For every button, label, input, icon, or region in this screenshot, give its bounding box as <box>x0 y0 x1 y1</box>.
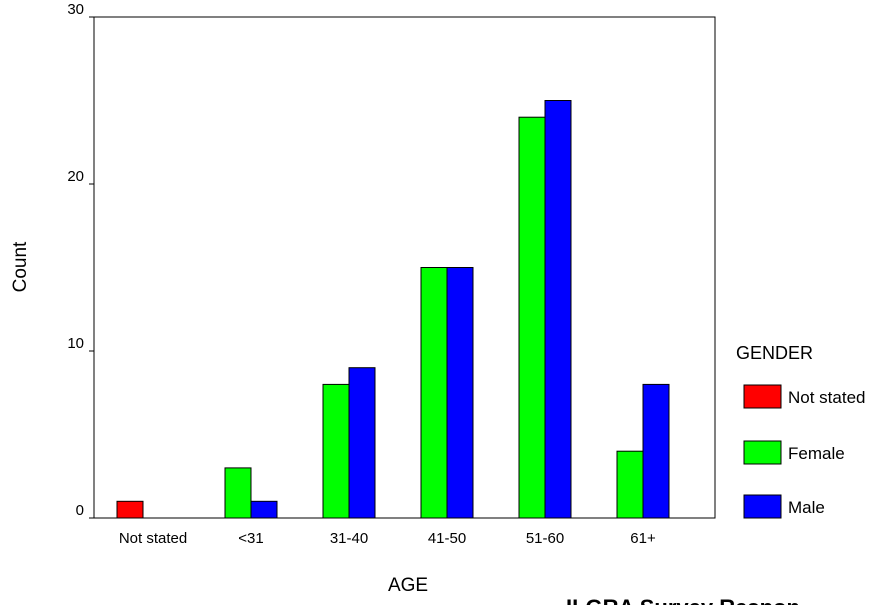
legend-swatch <box>743 384 782 409</box>
x-tick-label: <31 <box>238 530 263 547</box>
x-axis-title: AGE <box>388 575 428 596</box>
legend-swatch <box>743 440 782 465</box>
bar-male <box>544 100 572 519</box>
bar-not-stated <box>116 500 144 519</box>
legend-label: Female <box>788 444 845 463</box>
bar-male <box>642 383 670 519</box>
bar-male <box>250 500 278 519</box>
y-tick-label: 30 <box>67 1 84 18</box>
footer-text: ILGRA Survey Respon <box>566 595 800 605</box>
x-tick-label: 61+ <box>630 530 656 547</box>
y-tick-label: 0 <box>76 502 84 519</box>
legend-label: Male <box>788 498 825 517</box>
y-axis: 0 10 20 30 <box>67 1 94 519</box>
bar-male <box>348 367 376 519</box>
y-tick-label: 20 <box>67 168 84 185</box>
bar-female <box>616 450 644 519</box>
y-axis-title: Count <box>10 241 31 292</box>
x-tick-label: 51-60 <box>526 530 564 547</box>
legend-label: Not stated <box>788 388 866 407</box>
plot-frame <box>93 16 716 519</box>
x-tick-label: 31-40 <box>330 530 368 547</box>
bar-female <box>420 267 448 519</box>
legend-swatch <box>743 494 782 519</box>
legend: Not stated Female Male <box>743 384 866 519</box>
bar-male <box>446 267 474 519</box>
x-axis: Not stated <31 31-40 41-50 51-60 61+ <box>119 530 656 547</box>
legend-title: GENDER <box>736 343 813 363</box>
x-tick-label: Not stated <box>119 530 187 547</box>
bars <box>116 100 670 519</box>
x-tick-label: 41-50 <box>428 530 466 547</box>
bar-female <box>224 467 252 519</box>
bar-female <box>322 383 350 519</box>
y-tick-label: 10 <box>67 335 84 352</box>
bar-female <box>518 116 546 519</box>
